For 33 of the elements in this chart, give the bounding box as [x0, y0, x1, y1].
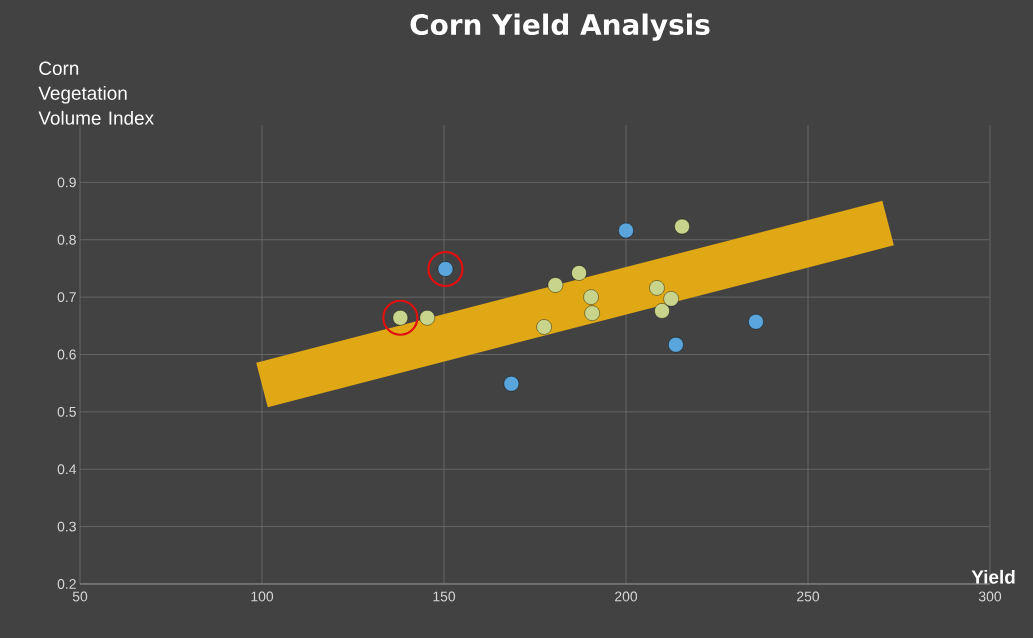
point — [382, 299, 419, 336]
x-tick-label: 200 — [615, 591, 638, 602]
point — [668, 337, 684, 353]
y-tick-label: 0.2 — [57, 579, 76, 589]
point — [536, 319, 552, 335]
y-tick-label: 0.8 — [57, 234, 76, 245]
x-tick-label: 250 — [797, 591, 820, 602]
point — [584, 305, 600, 321]
x-tick-label: 50 — [72, 591, 88, 602]
x-tick-label: 150 — [433, 591, 456, 602]
chart-title: Corn Yield Analysis — [410, 13, 710, 41]
y-tick-label: 0.9 — [57, 177, 76, 188]
y-tick-label: 0.4 — [57, 464, 77, 475]
point — [748, 314, 764, 330]
y-axis-title: Corn Vegetation Volume Index — [38, 61, 154, 125]
point — [674, 218, 690, 235]
point — [503, 376, 520, 392]
point — [583, 289, 599, 305]
point — [571, 265, 587, 281]
point — [618, 222, 634, 239]
point — [547, 277, 564, 293]
point — [663, 291, 679, 307]
point — [649, 280, 665, 296]
y-tick-label: 0.7 — [57, 292, 76, 303]
y-tick-label: 0.6 — [57, 349, 76, 360]
x-tick-label: 100 — [251, 591, 274, 602]
y-tick-label: 0.3 — [57, 521, 76, 532]
point — [419, 310, 435, 326]
x-axis-title: Yield — [971, 569, 1015, 584]
y-tick-label: 0.5 — [57, 406, 76, 417]
x-tick-label: 300 — [978, 591, 1002, 602]
point — [654, 303, 670, 319]
point — [427, 250, 464, 288]
